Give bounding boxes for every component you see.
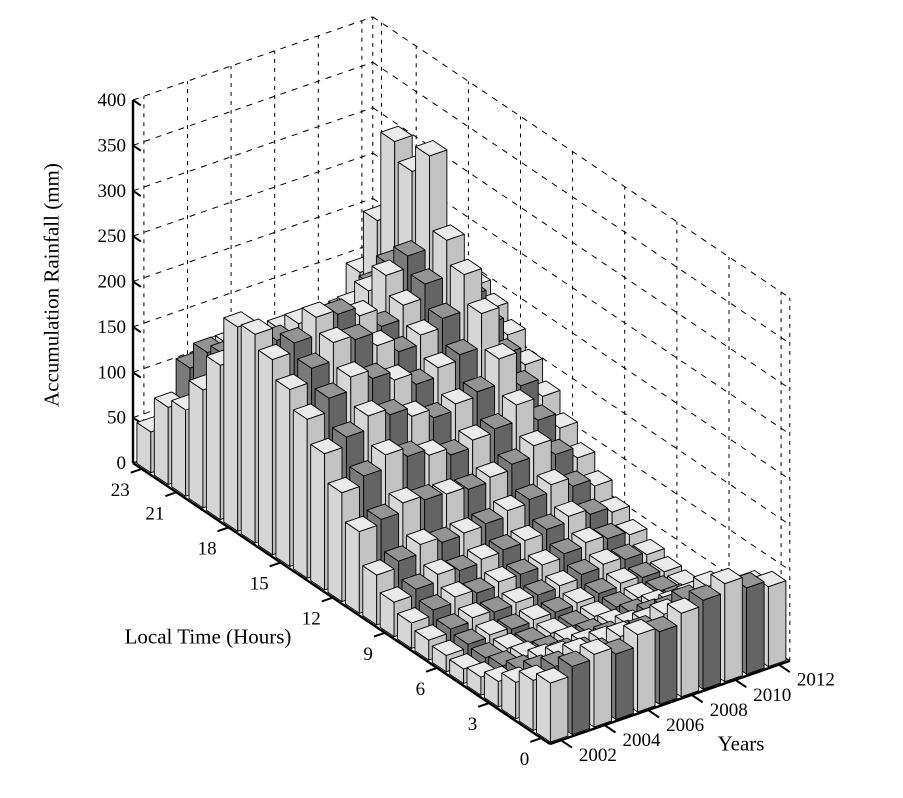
z-axis-title: Accumulation Rainfall (mm): [39, 163, 64, 407]
hour-tick-label: 15: [250, 574, 269, 595]
z-tick-label: 100: [98, 362, 127, 383]
hour-tick-label: 9: [363, 644, 373, 665]
year-tick-label: 2002: [579, 745, 617, 766]
bars: [136, 125, 787, 743]
years-axis-title: Years: [717, 731, 765, 756]
z-tick-label: 0: [117, 453, 127, 474]
hour-tick-label: 23: [111, 480, 130, 501]
year-tick-label: 2004: [623, 730, 662, 751]
z-tick-label: 50: [107, 408, 126, 429]
hour-tick-label: 6: [416, 679, 426, 700]
z-tick-label: 250: [98, 226, 127, 247]
hour-tick-label: 12: [302, 609, 321, 630]
year-tick-label: 2006: [666, 715, 704, 736]
z-tick-label: 150: [98, 317, 127, 338]
year-tick-label: 2010: [753, 685, 791, 706]
hour-tick-label: 0: [520, 749, 530, 770]
z-tick-label: 400: [98, 90, 127, 111]
year-tick-label: 2008: [710, 700, 748, 721]
hour-tick-label: 18: [198, 538, 217, 559]
hour-tick-label: 21: [145, 503, 164, 524]
z-tick-label: 300: [98, 181, 127, 202]
hour-tick-label: 3: [468, 714, 478, 735]
bar: [536, 667, 569, 743]
hours-axis-title: Local Time (Hours): [124, 624, 292, 649]
z-tick-label: 200: [98, 272, 127, 293]
year-tick-label: 2012: [797, 670, 835, 691]
z-tick-label: 350: [98, 135, 127, 156]
hours-axis: 0 3 6 9 12 15 18 21 23: [111, 462, 551, 770]
